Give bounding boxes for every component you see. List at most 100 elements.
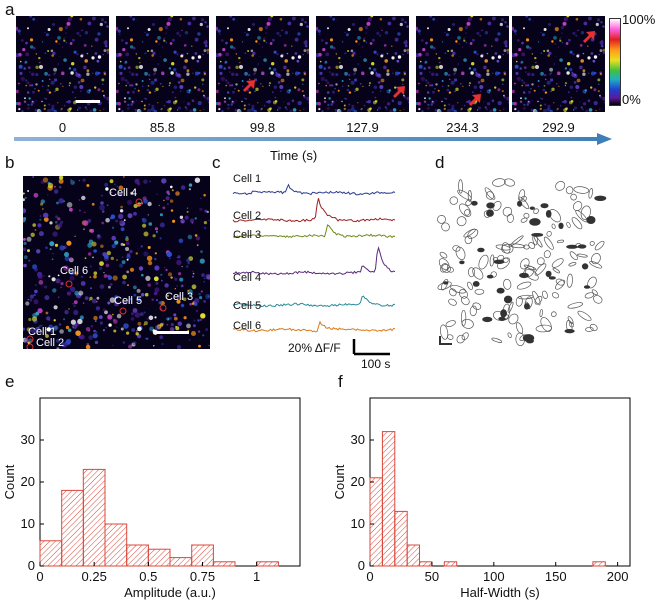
scale-bar bbox=[76, 100, 100, 103]
active-cell bbox=[471, 200, 478, 206]
panel-d-segmentation bbox=[437, 178, 607, 347]
trace-label: Cell 4 bbox=[233, 272, 261, 284]
cell-outline bbox=[567, 302, 584, 309]
active-cell bbox=[594, 195, 607, 201]
x-tick-label: 0.25 bbox=[82, 569, 107, 584]
cell-outline bbox=[588, 188, 593, 199]
colorbar-min-label: 0% bbox=[622, 92, 641, 107]
cell-outline bbox=[478, 254, 489, 270]
histogram-bar bbox=[406, 544, 420, 567]
cell-outline bbox=[467, 281, 473, 291]
time-lapse-frame bbox=[116, 16, 209, 112]
cell-outline bbox=[508, 313, 519, 325]
cell-outline bbox=[472, 267, 484, 280]
time-lapse-frame bbox=[216, 16, 309, 112]
red-arrow-icon bbox=[582, 31, 595, 44]
cell-outline bbox=[523, 212, 530, 219]
cell-outline bbox=[551, 258, 564, 268]
red-arrow-icon bbox=[242, 80, 255, 93]
active-cell bbox=[545, 210, 552, 218]
cell-outline bbox=[491, 337, 503, 343]
active-cell bbox=[529, 218, 541, 226]
cell-outline bbox=[556, 239, 565, 244]
cell-outline bbox=[461, 332, 469, 341]
histogram-bar bbox=[256, 561, 279, 567]
cell-label: Cell 6 bbox=[60, 265, 88, 277]
cell-outline bbox=[445, 320, 456, 327]
cell-outline bbox=[503, 278, 512, 290]
cell-outline bbox=[580, 205, 591, 220]
active-cell bbox=[545, 270, 552, 278]
cell-outline bbox=[555, 181, 566, 191]
cell-outline bbox=[555, 279, 566, 290]
active-cell bbox=[586, 216, 596, 224]
time-label: 234.3 bbox=[446, 120, 479, 135]
cell-outline bbox=[534, 263, 547, 276]
x-tick-label: 0.75 bbox=[190, 569, 215, 584]
cell-outline bbox=[459, 203, 472, 217]
y-tick-label: 30 bbox=[351, 432, 365, 447]
y-tick-label: 10 bbox=[21, 516, 35, 531]
active-cell bbox=[566, 244, 578, 249]
x-tick-label: 0 bbox=[36, 569, 43, 584]
y-tick-label: 20 bbox=[21, 474, 35, 489]
cell-outline bbox=[551, 223, 556, 229]
histogram-bar bbox=[39, 540, 63, 567]
x-tick-label: 100 bbox=[483, 569, 505, 584]
colorbar bbox=[609, 18, 621, 106]
cell-outline bbox=[549, 209, 561, 223]
histogram-bar bbox=[592, 561, 606, 567]
histogram-bar bbox=[369, 477, 383, 567]
calcium-trace bbox=[233, 246, 396, 276]
active-cell bbox=[548, 276, 556, 280]
trace-label: Cell 3 bbox=[233, 229, 261, 241]
cell-outline bbox=[543, 250, 551, 259]
cell-outline bbox=[523, 264, 537, 271]
cell-outline bbox=[584, 292, 595, 299]
cell-outline bbox=[472, 302, 482, 310]
cell-outline bbox=[589, 261, 603, 269]
trace-label: Cell 1 bbox=[233, 173, 261, 185]
cell-outline bbox=[541, 290, 548, 299]
active-cell bbox=[503, 295, 513, 304]
cell-outline bbox=[567, 316, 574, 325]
calcium-trace bbox=[232, 198, 396, 223]
time-arrow bbox=[14, 133, 612, 145]
cell-outline bbox=[533, 208, 539, 215]
cell-marker bbox=[135, 198, 143, 206]
cell-outline bbox=[524, 268, 539, 281]
time-lapse-frame bbox=[512, 16, 605, 112]
active-cell bbox=[524, 303, 530, 310]
active-cell bbox=[500, 309, 507, 318]
active-cell bbox=[472, 281, 480, 287]
active-cell bbox=[583, 285, 591, 289]
corner-mark bbox=[439, 336, 452, 345]
cell-outline bbox=[576, 253, 588, 258]
histogram-bar bbox=[443, 561, 458, 567]
cell-outline bbox=[520, 195, 527, 202]
x-tick-label: 150 bbox=[545, 569, 567, 584]
y-tick-label: 0 bbox=[28, 558, 35, 573]
histogram-bar bbox=[147, 548, 171, 567]
cell-outline bbox=[507, 332, 512, 338]
cell-outline bbox=[460, 296, 470, 306]
cell-outline bbox=[571, 217, 583, 230]
y-tick-label: 0 bbox=[358, 558, 365, 573]
cell-outline bbox=[469, 305, 478, 317]
panel-label-f: f bbox=[338, 372, 343, 391]
cell-outline bbox=[569, 251, 578, 261]
time-lapse-frame bbox=[316, 16, 409, 112]
scale-x-label: 100 s bbox=[361, 357, 391, 371]
active-cell bbox=[525, 338, 534, 344]
cell-outline bbox=[565, 186, 574, 195]
cell-outline bbox=[474, 288, 485, 295]
cell-outline bbox=[448, 298, 457, 306]
cell-outline bbox=[452, 245, 461, 252]
y-tick-label: 20 bbox=[351, 474, 365, 489]
active-cell bbox=[486, 202, 495, 209]
calcium-trace bbox=[232, 224, 396, 239]
cell-outline bbox=[448, 288, 457, 297]
panel-label-b: b bbox=[5, 153, 15, 172]
cell-outline bbox=[552, 267, 560, 274]
